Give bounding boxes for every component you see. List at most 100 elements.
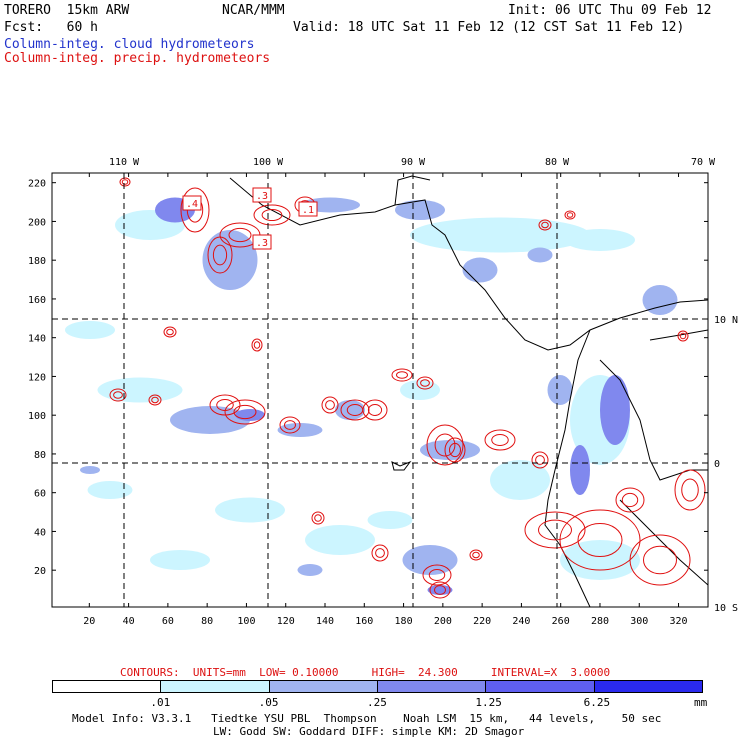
precip-contour [109,388,127,402]
contour-label: .4 [186,199,198,210]
precip-contour [449,442,461,458]
coastline [619,499,708,586]
y-tick-label: 120 [28,372,46,383]
lat-label: 0 [714,459,720,470]
x-tick-label: 260 [552,616,570,627]
cloud-area [402,545,458,575]
colorbar-segment [377,680,487,693]
precip-contour [531,451,549,469]
cloud-area [462,257,498,283]
plot-frame [51,172,709,608]
precip-contour [325,400,335,410]
coastline [391,460,412,471]
precip-contour [420,379,430,387]
cloud-area [170,406,250,434]
lat-label: 10 N [714,315,738,326]
x-tick-label: 240 [512,616,530,627]
precip-contour [681,478,699,502]
precip-contour [391,368,413,382]
contour-label: .3 [256,191,268,202]
precip-contour [261,209,283,221]
cloud-area [565,229,635,251]
precip-contour [538,519,572,541]
colorbar-level-label: .25 [367,696,387,709]
forecast-hour: Fcst: 60 h [4,20,98,35]
precip-contour [629,534,691,586]
colorbar-segment [52,680,162,693]
precip-contour [679,332,687,340]
colorbar-level-label: 1.25 [475,696,502,709]
precip-contour [209,394,241,416]
x-tick-label: 60 [162,616,174,627]
precip-contour [224,399,266,425]
cloud-area [527,247,553,263]
lat-label: 10 S [714,603,738,614]
precip-contour [340,399,370,421]
precip-contour [253,341,261,349]
precip-contour [362,399,388,421]
precip-contour [426,424,464,466]
precip-contour [541,221,549,229]
cloud-area [335,400,365,420]
precip-contour [429,581,451,599]
precip-contour [228,227,252,243]
cloud-area [215,497,285,523]
precip-contour [251,338,263,352]
precip-contour [279,416,301,434]
org-label: NCAR/MMM [222,3,285,18]
precip-contour [148,394,162,406]
precip-contour [566,212,574,218]
cloud-area [400,380,440,400]
y-tick-label: 180 [28,256,46,267]
contour-label-box [252,187,272,203]
colorbar-segment [268,680,378,693]
cloud-area [87,481,133,499]
contour-label: .1 [302,205,314,216]
contour-info: CONTOURS: UNITS=mm LOW= 0.10000 HIGH= 24… [120,666,611,679]
precip-contour [163,326,177,338]
precip-contour [113,391,123,399]
y-tick-label: 140 [28,334,46,345]
precip-contour [621,492,639,508]
model-info-line2: LW: Godd SW: Goddard DIFF: simple KM: 2D… [213,725,525,738]
valid-time: Valid: 18 UTC Sat 11 Feb 12 (12 CST Sat … [293,20,685,35]
cloud-area [305,525,375,555]
cloud-area [570,445,590,495]
colorbar-unit: mm [694,696,708,709]
coastline [544,329,591,607]
precip-contour [564,210,576,220]
precip-contour [674,469,706,511]
precip-contour [422,564,452,586]
cloud-area [80,466,100,474]
y-tick-label: 100 [28,411,46,422]
precip-contour [484,429,516,451]
precip-contour [434,433,456,457]
precip-contour [367,404,383,416]
precip-contour [321,396,339,414]
x-tick-label: 180 [395,616,413,627]
precip-contour [615,487,645,513]
contour-label-box [252,234,272,250]
contour-label-box [182,195,202,211]
cloud-area [150,550,210,570]
precip-contour [166,328,174,336]
precip-contour [180,187,210,233]
cloud-area [395,200,445,220]
y-tick-label: 160 [28,295,46,306]
precip-contour [314,514,322,522]
coastline [394,175,431,206]
precip-contour [151,396,159,404]
precip-contour [375,548,385,558]
precip-contour [311,511,325,525]
precip-contour [233,404,257,420]
cloud-area [560,540,640,580]
y-tick-label: 40 [34,527,46,538]
cloud-area [202,230,258,290]
contour-label: .3 [256,238,268,249]
precip-contour [444,437,466,463]
precip-contour [538,219,552,231]
precip-contour [559,509,641,571]
x-tick-label: 160 [355,616,373,627]
precip-contour [524,511,586,549]
